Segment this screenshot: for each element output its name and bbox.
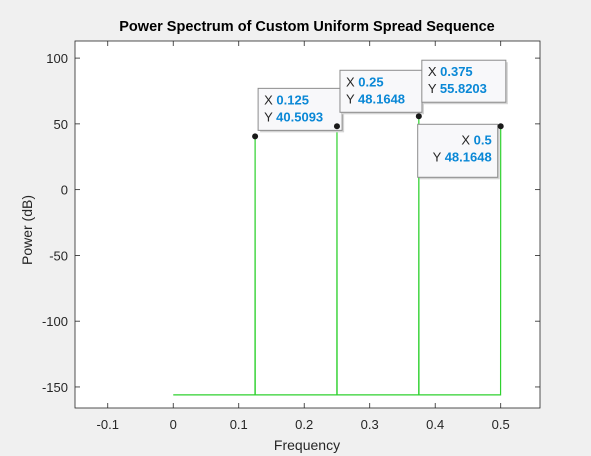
y-tick-label: 0	[61, 183, 68, 198]
y-tick-label: -100	[42, 314, 68, 329]
datatip-box[interactable]	[339, 69, 423, 113]
x-tick-label: 0.5	[492, 417, 510, 432]
datatip[interactable]: X 0.125 Y 40.5093	[252, 87, 345, 140]
datatip-box[interactable]	[257, 87, 343, 131]
datatip-marker[interactable]	[333, 123, 340, 130]
datatip-y-text: Y 55.8203	[428, 81, 487, 96]
datatip-marker[interactable]	[497, 123, 504, 130]
datatip-y-text: Y 40.5093	[264, 109, 323, 124]
x-tick-label: -0.1	[97, 417, 119, 432]
datatip[interactable]: X 0.25 Y 48.1648	[333, 69, 424, 130]
x-tick-label: 0.4	[426, 417, 444, 432]
datatip-x-text: X 0.125	[264, 92, 309, 107]
x-tick-label: 0.2	[295, 417, 313, 432]
axes	[74, 40, 541, 409]
datatip[interactable]: X 0.5 Y 48.1648	[417, 123, 504, 180]
datatip-marker[interactable]	[252, 133, 259, 140]
y-tick-label: -150	[42, 380, 68, 395]
x-tick-label: 0.3	[361, 417, 379, 432]
y-tick-label: 50	[54, 117, 68, 132]
y-tick-label: 100	[46, 51, 68, 66]
datatip-x-text: X 0.375	[428, 64, 473, 79]
datatips[interactable]: X 0.125 Y 40.5093 X 0.25 Y 48.1648 X 0.375 Y …	[252, 59, 508, 180]
datatip-y-text: Y 48.1648	[346, 91, 405, 106]
y-axis-label: Power (dB)	[19, 195, 35, 265]
datatip[interactable]: X 0.375 Y 55.8203	[415, 59, 508, 120]
x-tick-label: 0.1	[230, 417, 248, 432]
x-tick-label: 0	[170, 417, 177, 432]
plot-series	[173, 116, 502, 396]
datatip-box[interactable]	[417, 123, 499, 178]
tick-labels: -0.1 0 0.1 0.2 0.3 0.4 0.5 -150 -100 -50 0 50 100	[42, 51, 510, 432]
y-tick-label: -50	[49, 248, 68, 263]
datatip-box[interactable]	[421, 59, 507, 103]
axes-box	[74, 40, 541, 409]
series-line-1	[173, 116, 502, 396]
x-axis-label: Frequency	[274, 437, 340, 453]
datatip-x-text: X 0.5	[461, 132, 491, 147]
datatip-x-text: X 0.25	[346, 74, 384, 89]
chart-title: Power Spectrum of Custom Uniform Spread …	[119, 19, 494, 35]
datatip-y-text: Y 48.1648	[433, 149, 492, 164]
datatip-marker[interactable]	[415, 113, 422, 120]
